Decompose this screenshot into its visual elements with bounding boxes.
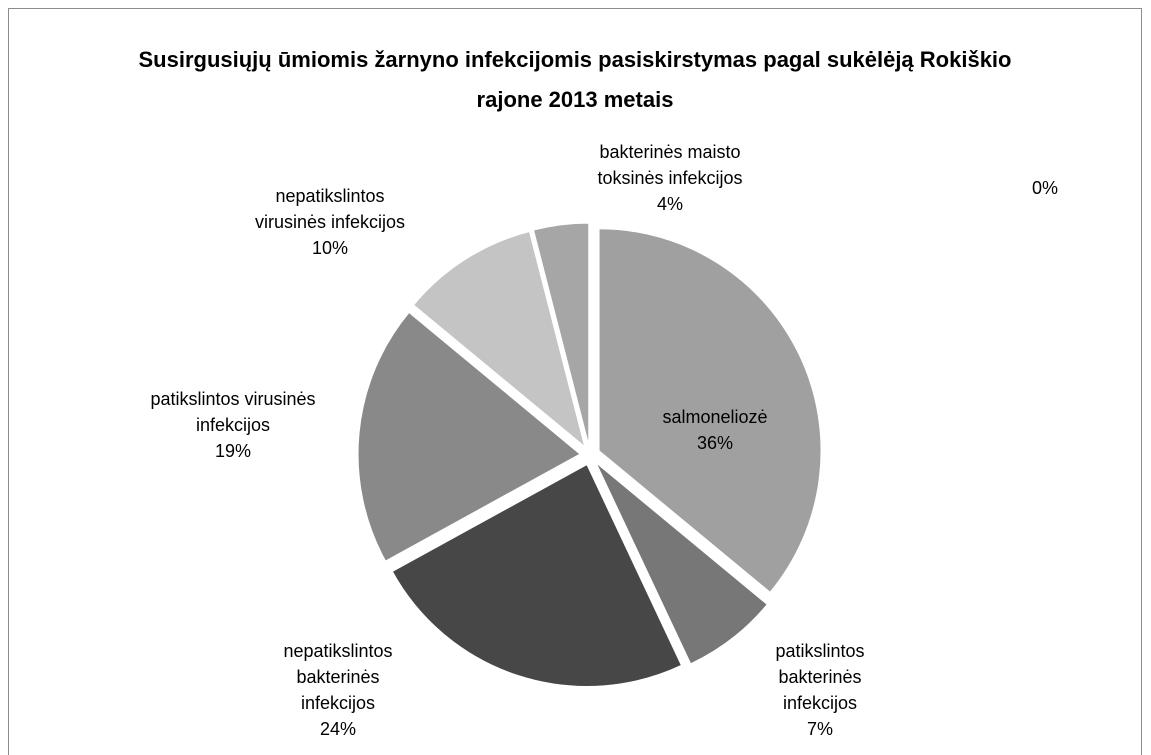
pie-slice xyxy=(357,311,581,562)
slice-name: bakterinės maisto toksinės infekcijos xyxy=(597,142,743,188)
slice-name: patikslintos virusinės infekcijos xyxy=(150,389,316,435)
slice-name: nepatikslintos bakterinės infekcijos xyxy=(283,641,393,713)
slice-label: patikslintos bakterinės infekcijos 7% xyxy=(750,638,890,742)
slice-value: 4% xyxy=(656,194,683,214)
chart-frame xyxy=(8,8,1142,755)
slice-value: 10% xyxy=(311,238,349,258)
slice-label: nepatikslintos bakterinės infekcijos 24% xyxy=(268,638,408,742)
chart-title: Susirgusiųjų ūmiomis žarnyno infekcijomi… xyxy=(138,47,1012,112)
slice-label: 0% xyxy=(985,175,1105,201)
slice-value: 36% xyxy=(696,433,734,453)
slice-name: salmoneliozė xyxy=(662,407,768,427)
slice-label: patikslintos virusinės infekcijos 19% xyxy=(142,386,324,464)
slice-label: bakterinės maisto toksinės infekcijos 4% xyxy=(578,139,763,217)
slice-value: 24% xyxy=(319,719,357,739)
pie-slice xyxy=(598,228,822,593)
slice-name: nepatikslintos virusinės infekcijos xyxy=(254,186,406,232)
pie-slice xyxy=(412,230,586,448)
pie-slice xyxy=(532,222,590,446)
slice-value: 19% xyxy=(214,441,252,461)
slice-name: patikslintos bakterinės infekcijos xyxy=(775,641,865,713)
pie-slice xyxy=(595,462,768,665)
slice-label: salmoneliozė 36% xyxy=(635,404,795,456)
slice-label: nepatikslintos virusinės infekcijos 10% xyxy=(238,183,423,261)
slice-value: 7% xyxy=(806,719,833,739)
pie-slice xyxy=(391,463,683,688)
slice-value: 0% xyxy=(1031,178,1058,198)
